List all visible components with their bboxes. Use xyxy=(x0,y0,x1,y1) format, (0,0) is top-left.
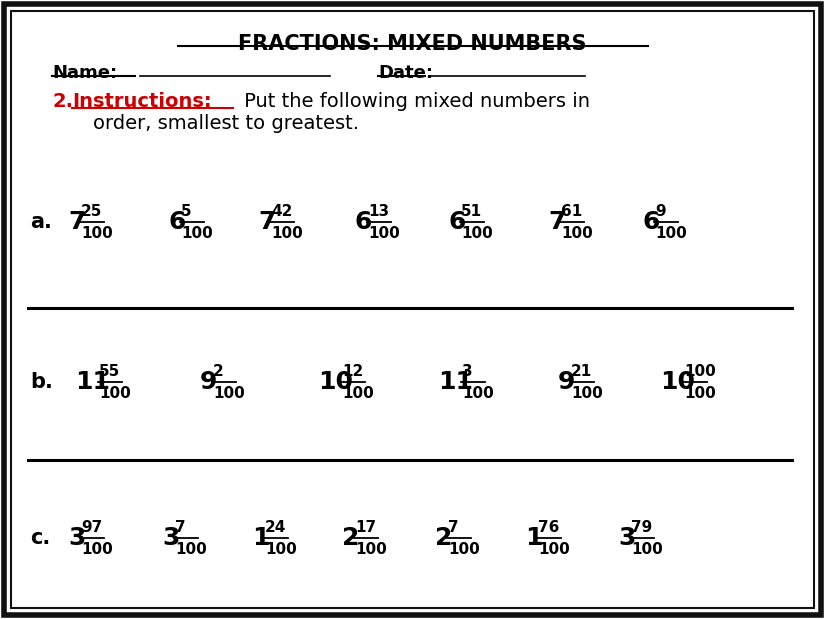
Text: 42: 42 xyxy=(271,204,292,220)
Text: 100: 100 xyxy=(265,542,297,556)
Text: 7: 7 xyxy=(175,521,186,535)
Text: 100: 100 xyxy=(81,225,113,241)
Text: Name:: Name: xyxy=(52,64,117,82)
Text: 100: 100 xyxy=(538,542,570,556)
Text: 6: 6 xyxy=(642,210,659,234)
Text: 100: 100 xyxy=(655,225,686,241)
Text: 76: 76 xyxy=(538,521,559,535)
Text: c.: c. xyxy=(30,528,50,548)
Text: 7: 7 xyxy=(548,210,565,234)
Text: 100: 100 xyxy=(181,225,213,241)
Text: 12: 12 xyxy=(342,365,363,379)
Text: 17: 17 xyxy=(355,521,376,535)
Text: 55: 55 xyxy=(99,365,120,379)
Text: 100: 100 xyxy=(355,542,387,556)
Text: 100: 100 xyxy=(448,542,480,556)
Text: 100: 100 xyxy=(271,225,303,241)
Text: 7: 7 xyxy=(448,521,459,535)
Text: 100: 100 xyxy=(462,386,493,400)
Text: 6: 6 xyxy=(168,210,186,234)
Text: 100: 100 xyxy=(631,542,662,556)
Text: 3: 3 xyxy=(462,365,473,379)
Text: Put the following mixed numbers in: Put the following mixed numbers in xyxy=(238,92,590,111)
Text: 9: 9 xyxy=(655,204,666,220)
Text: 2: 2 xyxy=(213,365,224,379)
Text: FRACTIONS: MIXED NUMBERS: FRACTIONS: MIXED NUMBERS xyxy=(238,34,587,54)
Text: a.: a. xyxy=(30,212,52,232)
Text: b.: b. xyxy=(30,372,53,392)
Text: Date:: Date: xyxy=(378,64,433,82)
Text: 100: 100 xyxy=(342,386,374,400)
Text: 100: 100 xyxy=(81,542,113,556)
Text: 100: 100 xyxy=(175,542,207,556)
Text: 10: 10 xyxy=(660,370,695,394)
Text: 51: 51 xyxy=(461,204,482,220)
Text: 25: 25 xyxy=(81,204,102,220)
Text: 100: 100 xyxy=(213,386,245,400)
Text: 100: 100 xyxy=(684,386,716,400)
Text: 3: 3 xyxy=(68,526,85,550)
Text: 100: 100 xyxy=(461,225,493,241)
Text: 97: 97 xyxy=(81,521,102,535)
Text: 100: 100 xyxy=(684,365,716,379)
Text: 11: 11 xyxy=(438,370,473,394)
Text: 3: 3 xyxy=(162,526,179,550)
Text: 10: 10 xyxy=(318,370,353,394)
Text: 6: 6 xyxy=(355,210,372,234)
Text: 2: 2 xyxy=(435,526,452,550)
Text: 2: 2 xyxy=(342,526,360,550)
Text: 1: 1 xyxy=(252,526,270,550)
Text: 6: 6 xyxy=(448,210,465,234)
Text: 100: 100 xyxy=(571,386,603,400)
Text: 100: 100 xyxy=(99,386,130,400)
Text: 9: 9 xyxy=(558,370,575,394)
Text: 1: 1 xyxy=(525,526,543,550)
Text: 7: 7 xyxy=(258,210,276,234)
Text: 11: 11 xyxy=(75,370,110,394)
Text: 100: 100 xyxy=(561,225,592,241)
Text: 3: 3 xyxy=(618,526,635,550)
Text: order, smallest to greatest.: order, smallest to greatest. xyxy=(68,114,359,133)
Text: 13: 13 xyxy=(368,204,389,220)
Text: 100: 100 xyxy=(368,225,400,241)
Text: 7: 7 xyxy=(68,210,85,234)
Text: 9: 9 xyxy=(200,370,217,394)
Text: 79: 79 xyxy=(631,521,653,535)
Text: 5: 5 xyxy=(181,204,191,220)
Text: Instructions:: Instructions: xyxy=(72,92,212,111)
Text: 24: 24 xyxy=(265,521,286,535)
Text: 2.: 2. xyxy=(52,92,73,111)
Text: 21: 21 xyxy=(571,365,592,379)
Text: 61: 61 xyxy=(561,204,582,220)
